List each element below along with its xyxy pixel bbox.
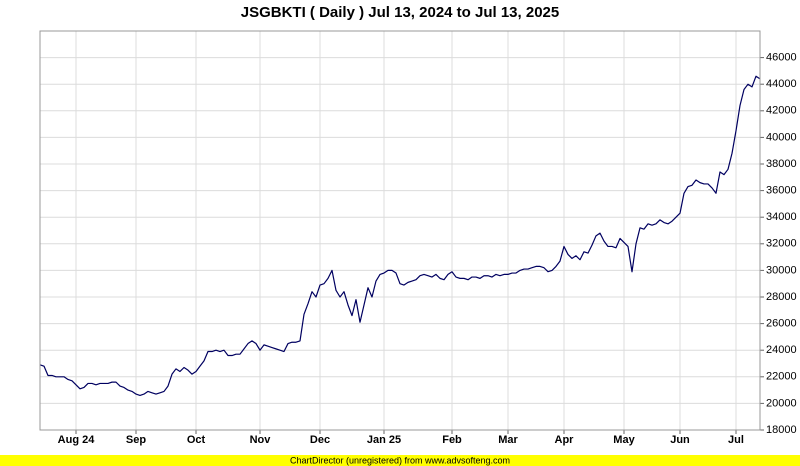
x-tick-label: Apr [555,434,575,446]
x-tick-label: Feb [442,434,462,446]
line-series [39,75,761,397]
y-tick-label: 36000 [766,185,797,197]
x-tick-label: Mar [498,434,518,446]
y-tick-label: 26000 [766,318,797,330]
y-tick-label: 34000 [766,211,797,223]
y-tick-label: 32000 [766,238,797,250]
y-tick-label: 28000 [766,291,797,303]
x-tick-label: Sep [126,434,146,446]
x-tick-label: Jan 25 [367,434,401,446]
y-tick-label: 46000 [766,52,797,64]
x-tick-label: Nov [250,434,272,446]
y-tick-label: 44000 [766,78,797,90]
y-tick-label: 38000 [766,158,797,170]
y-tick-label: 30000 [766,264,797,276]
x-tick-label: Oct [187,434,206,446]
y-tick-label: 18000 [766,424,797,436]
chart-title: JSGBKTI ( Daily ) Jul 13, 2024 to Jul 13… [241,4,559,21]
y-tick-label: 22000 [766,371,797,383]
x-tick-label: Aug 24 [58,434,96,446]
footer: ChartDirector (unregistered) from www.ad… [290,455,510,465]
plot-area [39,30,761,431]
footer-bar [0,455,800,466]
plot-border [39,30,761,431]
x-tick-label: Jun [670,434,690,446]
x-tick-label: May [613,434,635,446]
x-tick-label: Dec [310,434,330,446]
y-tick-label: 20000 [766,397,797,409]
y-tick-label: 24000 [766,344,797,356]
y-tick-label: 40000 [766,131,797,143]
x-tick-label: Jul [728,434,744,446]
y-tick-label: 42000 [766,105,797,117]
